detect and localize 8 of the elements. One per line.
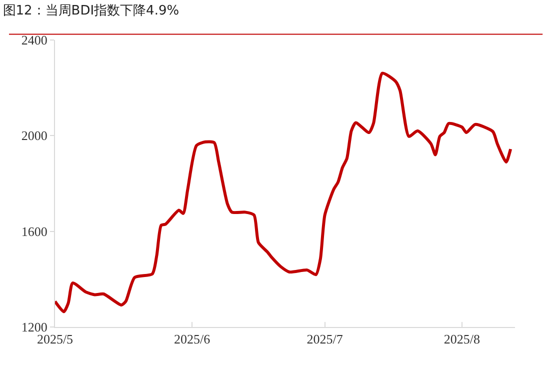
chart-title: 图12：当周BDI指数下降4.9%	[2, 4, 180, 19]
y-tick-label: 1600	[21, 224, 48, 239]
line-series	[55, 72, 512, 314]
x-tick-label: 2025/8	[444, 332, 480, 347]
y-tick-label: 2400	[21, 32, 48, 48]
x-tick-label: 2025/6	[174, 332, 211, 347]
x-tick-label: 2025/7	[306, 332, 344, 347]
y-tick-label: 2000	[21, 128, 48, 144]
